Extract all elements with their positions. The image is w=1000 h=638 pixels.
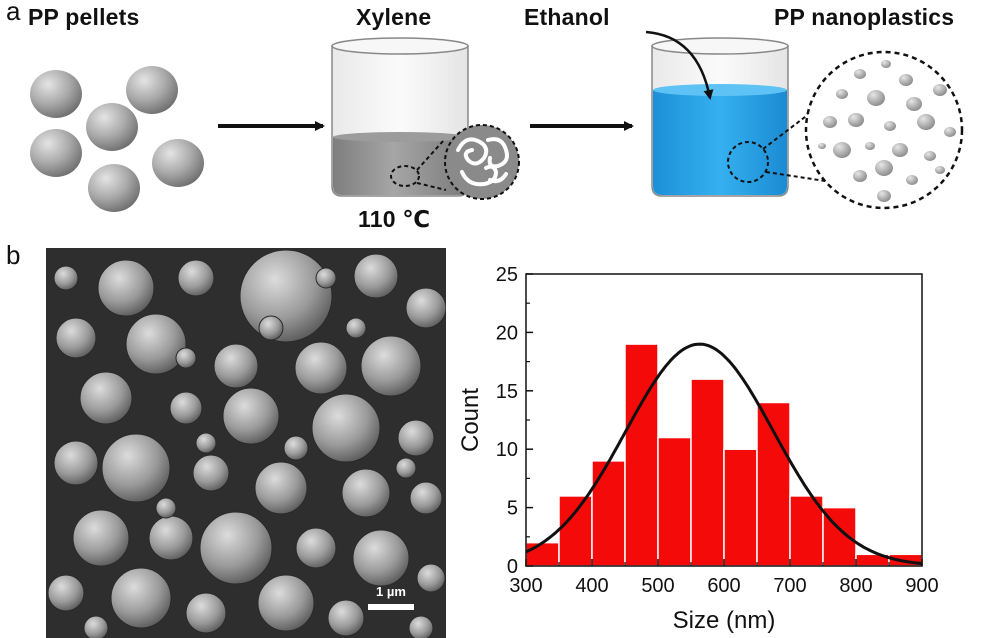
sem-particle (222, 387, 280, 445)
sem-particle (185, 592, 227, 634)
label-pp-pellets: PP pellets (28, 4, 140, 30)
y-tick-label: 25 (496, 264, 518, 286)
size-histogram: 300 400 500 600 700 800 900 0 5 10 15 20 25 Size (nm… (457, 264, 939, 634)
sem-particle (254, 461, 308, 515)
sem-particle (177, 259, 215, 297)
x-tick-label: 500 (641, 575, 674, 597)
x-axis-label: Size (nm) (673, 607, 776, 634)
pellet (126, 66, 178, 114)
sem-particle (53, 440, 99, 486)
scale-bar (368, 604, 414, 610)
dissolution-magnifier (390, 124, 520, 200)
ethanol-pour-arrow (645, 30, 714, 100)
y-tick-label: 5 (507, 498, 518, 520)
pellet (30, 70, 82, 118)
sem-micrograph: 1 µm (46, 248, 446, 638)
sem-particle (195, 432, 217, 454)
ethanol-beaker (651, 37, 789, 197)
xylene-beaker (331, 37, 469, 197)
y-tick-label: 0 (507, 556, 518, 578)
scale-bar-label: 1 µm (376, 584, 406, 599)
histogram-bar (591, 460, 626, 567)
sem-particle (341, 468, 391, 518)
sem-particle (110, 567, 172, 629)
label-pp-nanoplastics: PP nanoplastics (774, 4, 955, 30)
sem-particle (397, 419, 435, 457)
pp-pellets-group (30, 66, 204, 212)
sem-particle (97, 259, 155, 317)
sem-particle (83, 615, 109, 638)
x-tick-label: 800 (839, 575, 872, 597)
histogram-bar (558, 495, 593, 567)
sem-particle (169, 391, 203, 425)
sem-particle (395, 457, 417, 479)
pellet (152, 139, 204, 187)
sem-particle (360, 335, 422, 397)
sem-particle (408, 615, 434, 638)
y-tick-label: 10 (496, 439, 518, 461)
x-tick-label: 900 (905, 575, 938, 597)
sem-particle (101, 433, 171, 503)
sem-particle (192, 454, 230, 492)
sem-particle (315, 267, 337, 289)
sem-particle (155, 497, 177, 519)
sem-particle (125, 313, 187, 375)
histogram-bar (690, 378, 725, 567)
panel-letter-b: b (6, 240, 21, 270)
nanoplastics-magnifier (727, 50, 964, 210)
sem-particle (213, 343, 259, 389)
sem-particle (79, 371, 133, 425)
histogram-bar (756, 401, 791, 567)
sem-particle (258, 315, 284, 341)
sem-particle (311, 393, 381, 463)
x-tick-label: 700 (773, 575, 806, 597)
x-tick-label: 600 (707, 575, 740, 597)
y-tick-label: 15 (496, 381, 518, 403)
sem-particle (53, 265, 79, 291)
y-axis-label: Count (457, 388, 484, 452)
sem-particle (283, 435, 309, 461)
x-tick-label: 300 (509, 575, 542, 597)
sem-particle (294, 341, 348, 395)
sem-particle (345, 317, 367, 339)
label-ethanol: Ethanol (524, 4, 610, 30)
sem-particle (148, 515, 194, 561)
process-schematic (30, 30, 964, 212)
label-temperature: 110 ℃ (358, 206, 431, 232)
pellet (88, 164, 140, 212)
gaussian-fit-curve (525, 342, 923, 566)
pellet (86, 103, 138, 151)
histogram-bar (624, 343, 659, 567)
sem-particle (327, 599, 365, 637)
histogram-bar (525, 541, 560, 567)
sem-particle (257, 574, 315, 632)
sem-particle (353, 253, 399, 299)
histogram-bar (723, 448, 758, 567)
sem-particle (72, 509, 130, 567)
pellet (30, 129, 82, 177)
sem-particle (295, 527, 337, 569)
sem-particle (405, 287, 446, 329)
label-xylene: Xylene (356, 4, 432, 30)
x-tick-label: 400 (575, 575, 608, 597)
y-tick-label: 20 (496, 322, 518, 344)
sem-particle (409, 481, 443, 515)
panel-letter-a: a (6, 0, 21, 26)
histogram-bar (657, 436, 692, 567)
sem-particle (55, 317, 97, 359)
sem-particle (239, 249, 333, 343)
sem-particle (352, 529, 410, 587)
sem-particle (175, 347, 197, 369)
sem-particle (199, 511, 273, 585)
sem-particle (416, 563, 446, 593)
sem-particle (47, 574, 85, 612)
